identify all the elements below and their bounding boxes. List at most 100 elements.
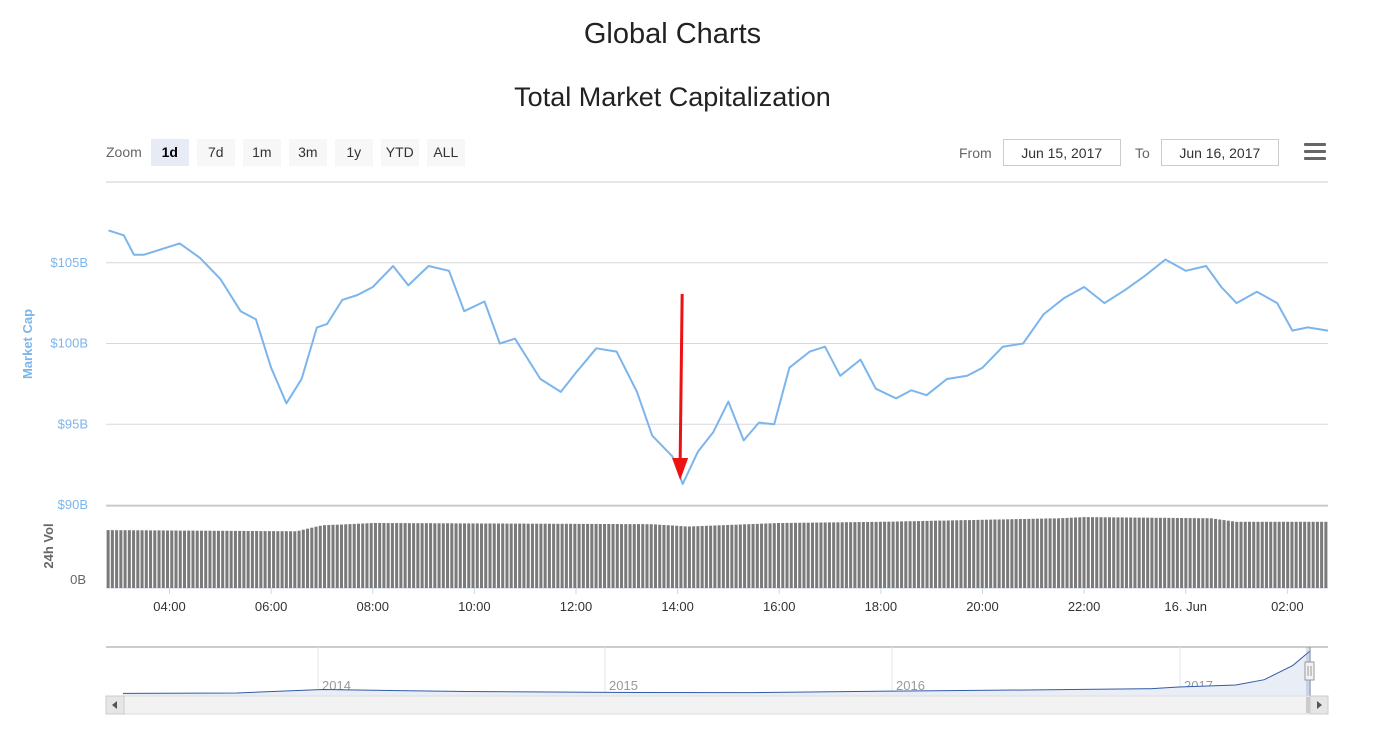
volume-bar <box>496 523 500 588</box>
zoom-1d-button[interactable]: 1d <box>150 138 189 166</box>
volume-bar <box>900 521 904 588</box>
volume-bar <box>887 521 891 588</box>
x-tick-label: 14:00 <box>661 599 694 614</box>
volume-bar <box>772 523 776 588</box>
volume-bar <box>717 525 721 588</box>
volume-bar <box>501 523 505 588</box>
volume-bar <box>212 530 216 588</box>
navigator-scrollbar-track[interactable] <box>105 695 1329 715</box>
volume-bar <box>1040 518 1044 588</box>
x-tick-label: 08:00 <box>356 599 389 614</box>
x-tick-label: 04:00 <box>153 599 186 614</box>
volume-bar <box>1146 517 1150 588</box>
volume-bar <box>1001 519 1005 588</box>
volume-bar <box>1120 517 1124 588</box>
x-tick-label: 20:00 <box>966 599 999 614</box>
range-from-input[interactable]: Jun 15, 2017 <box>1002 139 1121 166</box>
navigator-handle[interactable] <box>1304 661 1315 681</box>
volume-bar <box>819 522 823 588</box>
volume-bar <box>1163 517 1167 588</box>
volume-bar <box>653 524 657 588</box>
volume-bar <box>768 523 772 588</box>
volume-bar <box>666 525 670 588</box>
volume-bar <box>289 531 293 588</box>
volume-bar <box>369 523 373 588</box>
volume-bar <box>344 524 348 588</box>
volume-bar <box>178 530 182 588</box>
volume-bar <box>1014 519 1018 588</box>
volume-bar <box>929 520 933 588</box>
volume-bar <box>908 521 912 588</box>
volume-bar <box>187 530 191 588</box>
zoom-1y-button[interactable]: 1y <box>334 138 373 166</box>
volume-bar <box>1277 521 1281 588</box>
volume-bar <box>1074 517 1078 588</box>
volume-bar <box>564 523 568 588</box>
volume-bar <box>488 523 492 588</box>
volume-bar <box>556 523 560 588</box>
volume-bar <box>216 530 220 588</box>
volume-bar <box>1112 517 1116 588</box>
volume-bar <box>132 530 136 588</box>
volume-bar <box>696 526 700 588</box>
volume-bar <box>526 523 530 588</box>
zoom-1m-button[interactable]: 1m <box>242 138 281 166</box>
volume-bar <box>1307 521 1311 588</box>
volume-bar <box>976 519 980 588</box>
volume-bar <box>709 525 713 588</box>
volume-bar <box>539 523 543 588</box>
volume-bar <box>997 519 1001 588</box>
volume-bar <box>607 524 611 588</box>
volume-bar <box>870 521 874 588</box>
page-title: Global Charts <box>583 18 762 50</box>
volume-bar <box>144 530 148 588</box>
chevron-right-icon <box>1317 701 1322 709</box>
scrollbar-thumb[interactable] <box>1306 697 1310 713</box>
volume-bar <box>335 524 339 588</box>
volume-bar <box>891 521 895 588</box>
volume-bar <box>1290 521 1294 588</box>
volume-bar <box>692 526 696 588</box>
volume-bar <box>857 522 861 588</box>
volume-bar <box>1090 517 1095 588</box>
volume-bar <box>615 524 619 588</box>
volume-bar <box>573 523 577 588</box>
range-to-input[interactable]: Jun 16, 2017 <box>1160 139 1279 166</box>
volume-bar <box>662 525 666 588</box>
volume-bar <box>1231 521 1235 588</box>
volume-bar <box>331 524 335 588</box>
volume-bar <box>938 520 942 588</box>
volume-bar <box>1315 521 1319 588</box>
volume-bar <box>628 524 632 588</box>
volume-bar <box>734 524 738 588</box>
navigator-series-line <box>122 650 1311 694</box>
volume-bar <box>170 530 174 588</box>
volume-bar <box>980 519 984 588</box>
y-tick-label: $95B <box>58 416 88 431</box>
navigator-year-label: 2016 <box>896 678 925 693</box>
volume-bar <box>658 524 662 588</box>
zoom-ytd-button[interactable]: YTD <box>380 138 419 166</box>
volume-bar <box>840 522 844 588</box>
volume-bar <box>463 523 467 588</box>
zoom-bar: Zoom 1d 7d 1m 3m 1y YTD ALL <box>106 138 473 166</box>
zoom-all-button[interactable]: ALL <box>426 138 465 166</box>
volume-bar <box>687 526 691 588</box>
hamburger-menu-icon[interactable] <box>1304 143 1326 161</box>
x-tick-label: 02:00 <box>1271 599 1304 614</box>
volume-bar <box>883 521 887 588</box>
volume-bar <box>1006 519 1010 588</box>
annotation-arrow-shaft <box>678 293 684 461</box>
volume-bar <box>806 522 810 588</box>
zoom-7d-button[interactable]: 7d <box>196 138 235 166</box>
volume-bar <box>738 524 742 588</box>
volume-bar <box>1324 521 1328 588</box>
volume-bar <box>233 530 237 588</box>
volume-bar <box>1205 518 1209 588</box>
volume-bar <box>878 521 882 588</box>
volume-bar <box>1239 521 1243 588</box>
volume-bar <box>1116 517 1120 588</box>
zoom-3m-button[interactable]: 3m <box>288 138 327 166</box>
volume-bar <box>755 523 759 588</box>
